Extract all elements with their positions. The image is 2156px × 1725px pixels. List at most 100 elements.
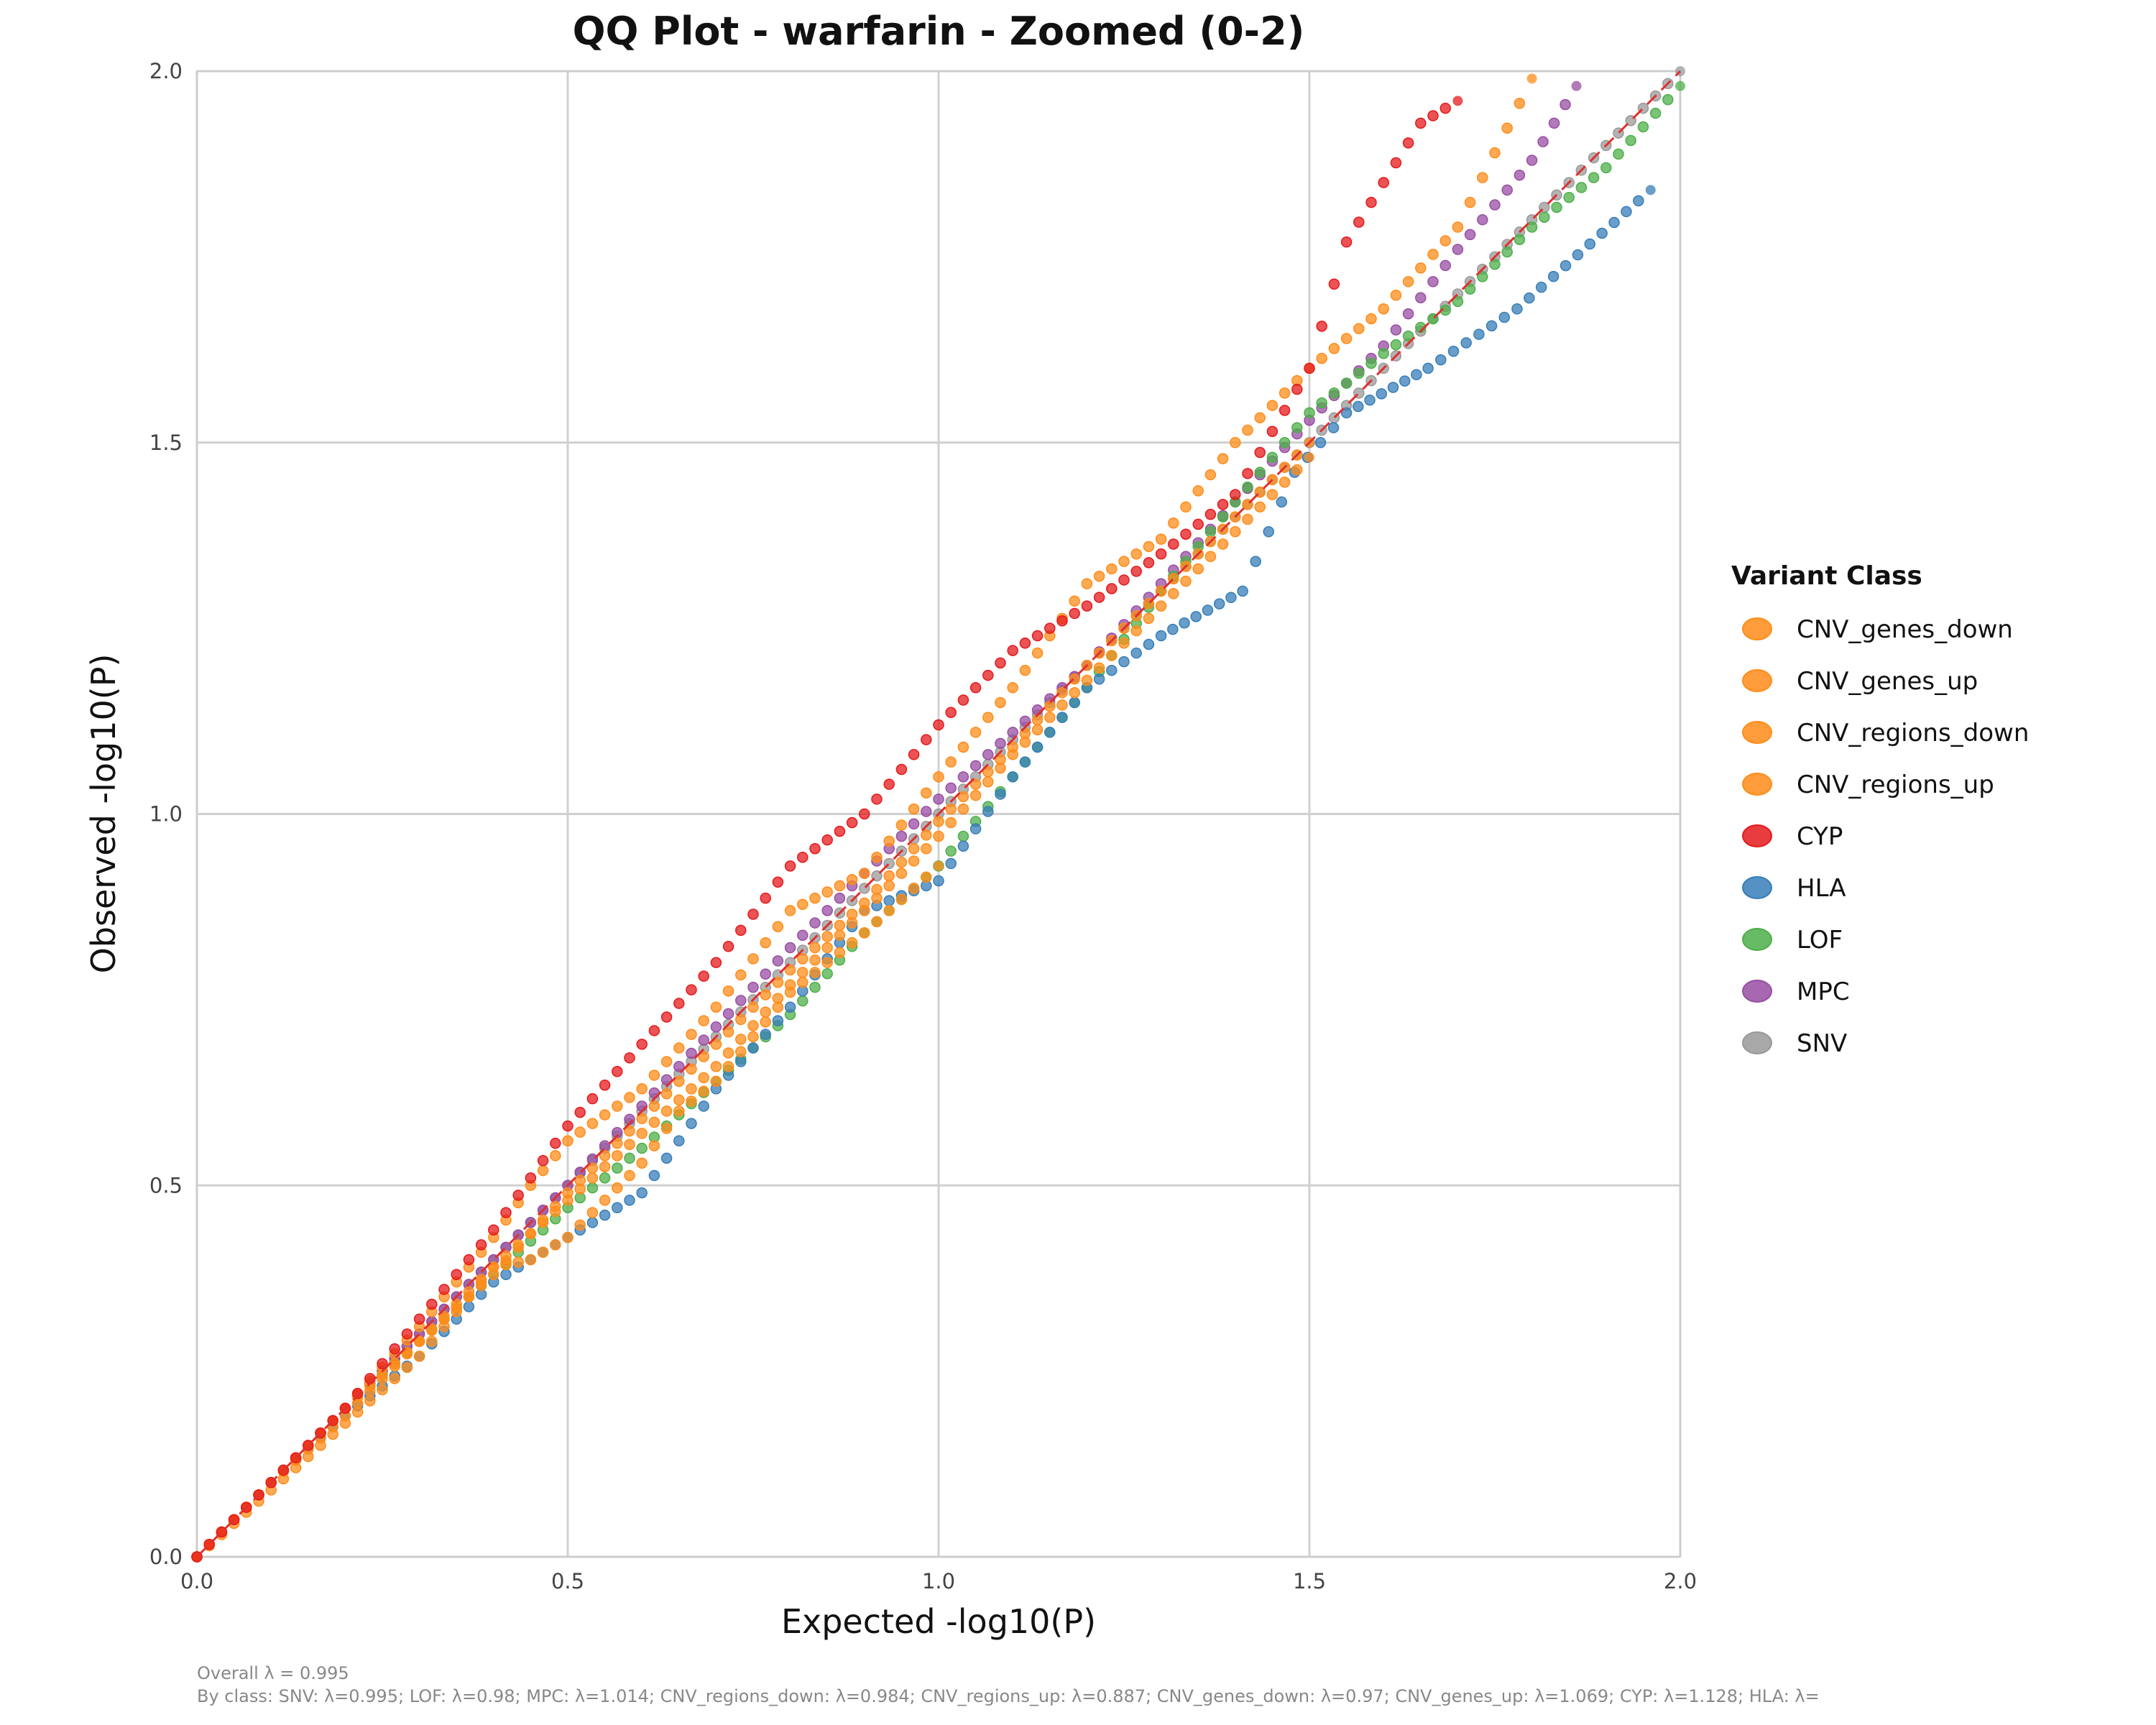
- data-point: [1435, 354, 1447, 366]
- data-point: [599, 1209, 611, 1221]
- data-point: [772, 876, 784, 888]
- legend-item: SNV: [1742, 1029, 1847, 1058]
- y-tick-label: 1.0: [149, 802, 183, 827]
- data-point: [1056, 699, 1068, 711]
- data-point: [747, 953, 759, 965]
- data-point: [475, 1239, 487, 1251]
- data-point: [586, 1172, 599, 1184]
- data-point: [834, 880, 846, 892]
- legend-item: MPC: [1742, 978, 1850, 1006]
- data-point: [1511, 303, 1523, 315]
- data-point: [537, 1155, 549, 1167]
- y-tick-label: 0.0: [149, 1545, 183, 1569]
- data-point: [1093, 673, 1105, 685]
- data-point: [599, 1172, 611, 1184]
- data-point: [722, 1061, 734, 1072]
- data-point: [1242, 513, 1253, 525]
- data-point: [525, 1172, 537, 1184]
- data-point: [747, 1001, 759, 1013]
- data-point: [1439, 259, 1451, 272]
- data-point: [1572, 249, 1584, 261]
- data-point: [772, 921, 784, 932]
- data-point: [673, 1105, 685, 1117]
- data-point: [722, 1047, 734, 1059]
- data-point: [463, 1254, 475, 1266]
- data-point: [760, 937, 771, 949]
- data-point: [1204, 469, 1217, 481]
- data-point: [1477, 213, 1488, 226]
- data-point: [1316, 321, 1327, 332]
- data-point: [1192, 563, 1204, 575]
- data-point: [1155, 548, 1167, 560]
- data-point: [1353, 323, 1365, 335]
- y-tick-label: 1.5: [149, 431, 183, 455]
- data-point: [698, 1085, 709, 1098]
- legend-label: SNV: [1797, 1029, 1847, 1058]
- data-point: [673, 1075, 685, 1087]
- data-point: [797, 967, 808, 978]
- legend-item: CNV_regions_down: [1742, 719, 2029, 748]
- legend-item: HLA: [1742, 874, 1846, 903]
- data-point: [1390, 339, 1402, 351]
- data-point: [921, 871, 932, 883]
- data-point: [908, 883, 920, 894]
- data-point: [982, 669, 994, 681]
- legend-label: HLA: [1797, 874, 1846, 903]
- data-point: [846, 937, 858, 949]
- data-point: [1031, 647, 1044, 659]
- data-point: [784, 860, 796, 872]
- data-point: [921, 734, 932, 745]
- data-point: [475, 1274, 487, 1285]
- data-point: [624, 1052, 635, 1064]
- data-point: [698, 1100, 709, 1112]
- legend-item: CNV_genes_up: [1742, 667, 1978, 696]
- data-point: [1263, 526, 1274, 538]
- data-point: [1539, 211, 1550, 224]
- data-point: [933, 830, 944, 842]
- data-point: [698, 1034, 709, 1046]
- data-point: [945, 816, 957, 829]
- legend-marker: [1742, 980, 1772, 1003]
- data-point: [1081, 600, 1093, 612]
- legend-item: LOF: [1742, 926, 1843, 954]
- data-point: [512, 1190, 524, 1201]
- data-point: [1328, 387, 1340, 399]
- data-point: [1485, 320, 1498, 332]
- data-point: [1031, 741, 1044, 753]
- data-point: [1387, 382, 1399, 393]
- data-point: [624, 1092, 635, 1103]
- data-point: [1452, 221, 1464, 233]
- data-point: [784, 964, 796, 976]
- data-point: [969, 682, 982, 694]
- class-lambdas: By class: SNV: λ=0.995; LOF: λ=0.98; MPC…: [197, 1686, 1820, 1706]
- x-axis-label: Expected -log10(P): [781, 1602, 1096, 1641]
- data-point: [1204, 551, 1217, 562]
- data-point: [1130, 566, 1142, 577]
- data-point: [809, 917, 821, 929]
- data-point: [1266, 451, 1279, 464]
- data-point: [760, 968, 771, 980]
- legend-marker: [1742, 721, 1772, 744]
- data-point: [660, 1074, 673, 1086]
- data-point: [945, 782, 957, 794]
- chart-title: QQ Plot - warfarin - Zoomed (0-2): [573, 9, 1305, 54]
- data-point: [1044, 700, 1056, 712]
- data-point: [1254, 412, 1266, 424]
- data-point: [426, 1298, 438, 1310]
- data-point: [1447, 346, 1460, 357]
- data-point: [1204, 526, 1217, 538]
- data-point: [686, 1029, 697, 1040]
- data-point: [1106, 664, 1118, 676]
- data-point: [1130, 625, 1142, 637]
- data-point: [1588, 172, 1600, 183]
- data-point: [1514, 234, 1526, 246]
- data-point: [871, 916, 883, 928]
- data-point: [1031, 630, 1044, 642]
- data-point: [735, 1046, 747, 1057]
- data-point: [488, 1224, 499, 1236]
- data-point: [957, 803, 969, 815]
- data-point: [871, 892, 883, 904]
- data-point: [846, 874, 858, 886]
- data-point: [895, 763, 908, 776]
- data-point: [1524, 292, 1535, 304]
